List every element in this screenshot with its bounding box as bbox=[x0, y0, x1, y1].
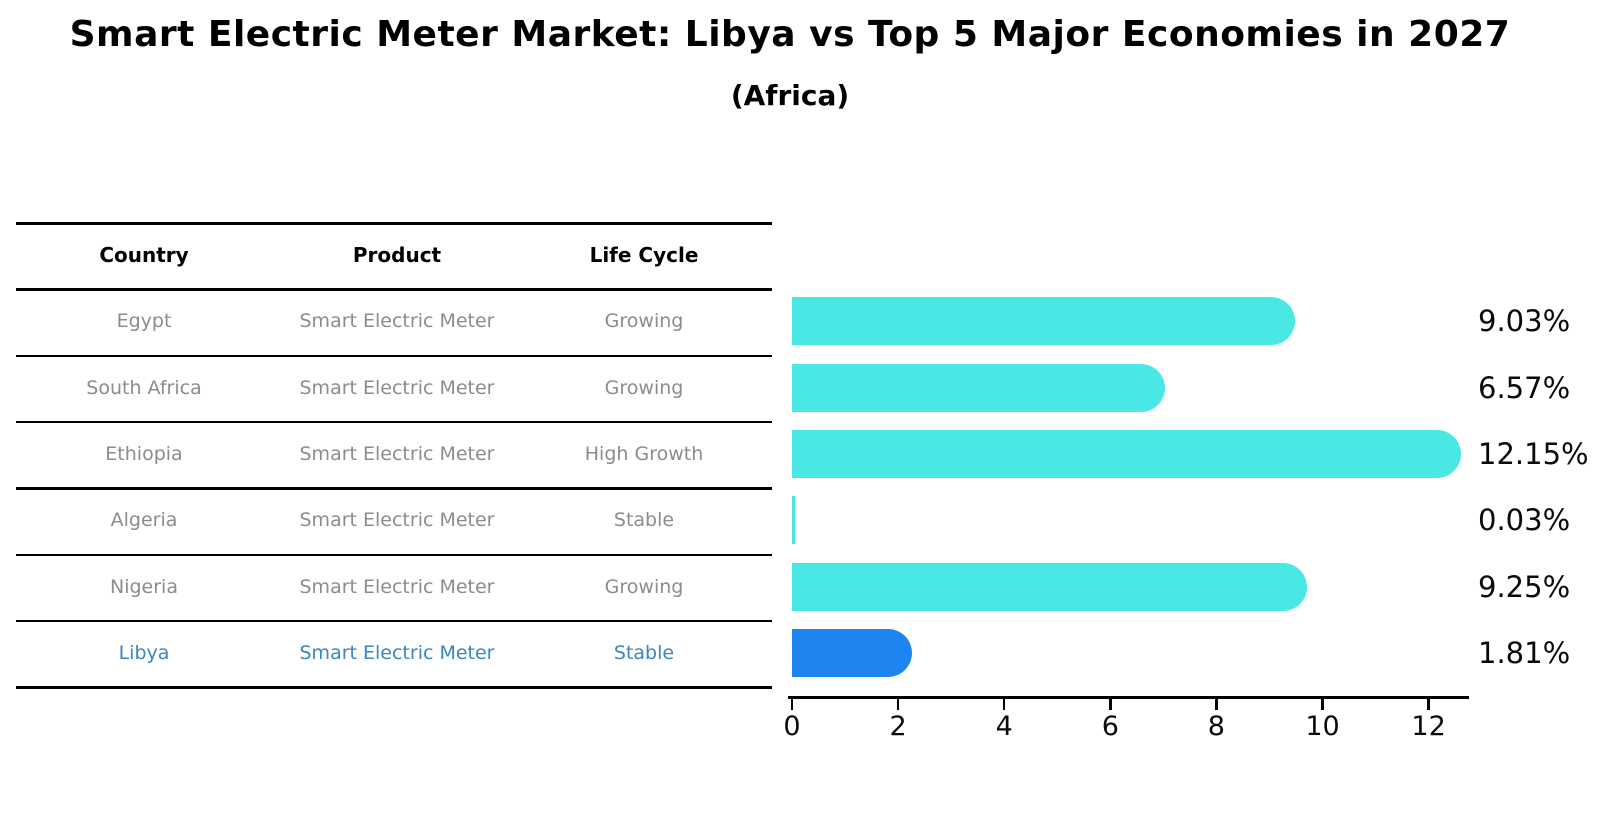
table-grid-line bbox=[16, 686, 772, 689]
x-axis-tick bbox=[1427, 699, 1430, 710]
table-grid-line bbox=[16, 222, 772, 225]
x-axis-tick-label: 8 bbox=[1207, 711, 1225, 742]
cell-country: Algeria bbox=[110, 509, 178, 532]
bar-south-africa bbox=[792, 363, 1165, 412]
table-grid-line bbox=[16, 487, 772, 490]
bar-egypt bbox=[792, 297, 1296, 346]
bar-algeria bbox=[792, 496, 795, 545]
x-axis-tick bbox=[1002, 699, 1006, 710]
column-header-product: Product bbox=[352, 243, 442, 267]
x-axis-tick-label: 6 bbox=[1101, 711, 1119, 742]
bar-value-label: 6.57% bbox=[1478, 370, 1571, 405]
table-grid-line bbox=[16, 619, 772, 623]
cell-country: Egypt bbox=[116, 310, 172, 333]
x-axis-tick bbox=[1215, 699, 1218, 710]
bar-value-label: 0.03% bbox=[1478, 503, 1571, 538]
bar-ethiopia bbox=[792, 430, 1461, 479]
cell-product: Smart Electric Meter bbox=[299, 443, 495, 466]
bar-value-label: 9.25% bbox=[1478, 569, 1571, 604]
cell-product: Smart Electric Meter bbox=[299, 376, 495, 399]
chart-title: Smart Electric Meter Market: Libya vs To… bbox=[69, 14, 1511, 55]
cell-life-cycle: Growing bbox=[604, 575, 684, 598]
table-grid-line bbox=[16, 420, 772, 424]
cell-country: South Africa bbox=[86, 376, 202, 399]
cell-product: Smart Electric Meter bbox=[299, 310, 495, 333]
chart-subtitle: (Africa) bbox=[730, 79, 850, 112]
x-axis-tick-label: 2 bbox=[889, 711, 907, 742]
x-axis-tick-label: 12 bbox=[1411, 711, 1446, 742]
cell-product: Smart Electric Meter bbox=[299, 641, 495, 664]
x-axis-tick bbox=[1321, 699, 1324, 710]
bar-nigeria bbox=[792, 562, 1307, 611]
cell-product: Smart Electric Meter bbox=[299, 575, 495, 598]
bar-value-label: 9.03% bbox=[1478, 304, 1571, 339]
cell-life-cycle: Growing bbox=[604, 376, 684, 399]
cell-life-cycle: Stable bbox=[613, 641, 675, 664]
cell-life-cycle: Stable bbox=[613, 509, 675, 532]
cell-product: Smart Electric Meter bbox=[299, 509, 495, 532]
bar-libya bbox=[792, 628, 913, 677]
x-axis-tick-label: 10 bbox=[1305, 711, 1340, 742]
bar-value-label: 1.81% bbox=[1478, 635, 1571, 670]
x-axis-tick bbox=[790, 699, 794, 710]
table-grid-line bbox=[16, 288, 772, 291]
cell-country: Nigeria bbox=[110, 575, 178, 598]
column-header-life-cycle: Life Cycle bbox=[589, 243, 699, 267]
cell-life-cycle: Growing bbox=[604, 310, 684, 333]
table-grid-line bbox=[16, 354, 772, 358]
cell-country: Libya bbox=[118, 641, 170, 664]
cell-country: Ethiopia bbox=[105, 443, 183, 466]
x-axis-tick bbox=[896, 699, 900, 710]
bar-value-label: 12.15% bbox=[1478, 437, 1589, 472]
x-axis-tick bbox=[1109, 699, 1112, 710]
table-grid-line bbox=[16, 553, 772, 556]
cell-life-cycle: High Growth bbox=[584, 443, 704, 466]
x-axis-line bbox=[788, 696, 1469, 699]
x-axis-tick-label: 0 bbox=[783, 711, 801, 742]
column-header-country: Country bbox=[99, 243, 189, 267]
x-axis-tick-label: 4 bbox=[995, 711, 1013, 742]
